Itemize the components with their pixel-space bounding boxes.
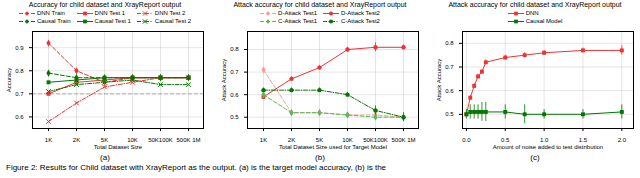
html-text:(a): (a) <box>100 153 110 162</box>
html-text:(c): (c) <box>530 153 540 162</box>
svg-text:Accuracy: Accuracy <box>6 68 12 93</box>
svg-text:2.0: 2.0 <box>618 137 627 143</box>
svg-text:0.6: 0.6 <box>15 114 24 120</box>
svg-text:0.5: 0.5 <box>445 111 454 117</box>
svg-text:2K: 2K <box>288 137 295 143</box>
html-text:DNN Test 1: DNN Test 1 <box>94 10 126 16</box>
svg-text:50K100K: 50K100K <box>148 137 173 143</box>
svg-text:0.8: 0.8 <box>15 68 24 74</box>
html-text:Attack accuracy for child data: Attack accuracy for child dataset and Xr… <box>233 1 407 8</box>
svg-text:0.0: 0.0 <box>462 137 471 143</box>
svg-text:500K 1M: 500K 1M <box>391 137 415 143</box>
svg-text:0.6: 0.6 <box>445 88 454 94</box>
html-text:D-Attack Test2: D-Attack Test2 <box>341 10 380 16</box>
svg-text:1K: 1K <box>45 137 52 143</box>
html-text:Causal Test 2: Causal Test 2 <box>154 18 192 24</box>
svg-text:1K: 1K <box>260 137 267 143</box>
svg-text:Attack Accuracy: Attack Accuracy <box>436 59 442 102</box>
html-text:DNN Test 2: DNN Test 2 <box>154 10 186 16</box>
svg-text:50K100K: 50K100K <box>363 137 388 143</box>
html-text:C-Attack Test2: C-Attack Test2 <box>341 18 380 24</box>
html-text:DNN Train: DNN Train <box>36 10 65 16</box>
svg-text:2K: 2K <box>73 137 80 143</box>
html-text:D-Attack Test1: D-Attack Test1 <box>278 10 317 16</box>
html-text:(b): (b) <box>315 153 325 162</box>
html-text:DNN: DNN <box>525 10 539 16</box>
html-text:Figure 2: Results for Child da: Figure 2: Results for Child dataset with… <box>6 163 386 172</box>
svg-text:Attack Accuracy: Attack Accuracy <box>221 59 227 102</box>
svg-text:0.5: 0.5 <box>230 114 239 120</box>
svg-text:5K: 5K <box>101 137 108 143</box>
svg-text:0.6: 0.6 <box>230 92 239 98</box>
svg-text:0.7: 0.7 <box>15 91 24 97</box>
svg-text:Total Dataset Size used for Ta: Total Dataset Size used for Target Model <box>279 144 387 150</box>
svg-text:0.9: 0.9 <box>15 45 24 51</box>
html-text:Attack accuracy for child data: Attack accuracy for child dataset and Xr… <box>448 1 622 8</box>
svg-text:Amount of noise added to test: Amount of noise added to test distributi… <box>493 144 603 150</box>
svg-text:10K: 10K <box>342 137 353 143</box>
svg-text:Total Dataset Size: Total Dataset Size <box>94 144 143 150</box>
html-text:Causal Test 1: Causal Test 1 <box>94 18 131 24</box>
svg-text:0.7: 0.7 <box>445 64 454 70</box>
svg-text:5K: 5K <box>316 137 323 143</box>
svg-text:10K: 10K <box>127 137 138 143</box>
svg-text:1.5: 1.5 <box>579 137 588 143</box>
svg-text:1.0: 1.0 <box>540 137 549 143</box>
html-text:Causal Train: Causal Train <box>36 18 71 24</box>
svg-text:0.5: 0.5 <box>501 137 510 143</box>
svg-text:500K 1M: 500K 1M <box>176 137 200 143</box>
html-text:Accuracy for child dataset and: Accuracy for child dataset and XrayRepor… <box>28 1 182 8</box>
html-text:C-Attack Test1: C-Attack Test1 <box>278 18 317 24</box>
svg-text:0.8: 0.8 <box>230 46 239 52</box>
svg-text:0.8: 0.8 <box>445 40 454 46</box>
svg-text:0.7: 0.7 <box>230 69 239 75</box>
html-text:Causal Model: Causal Model <box>525 18 563 24</box>
